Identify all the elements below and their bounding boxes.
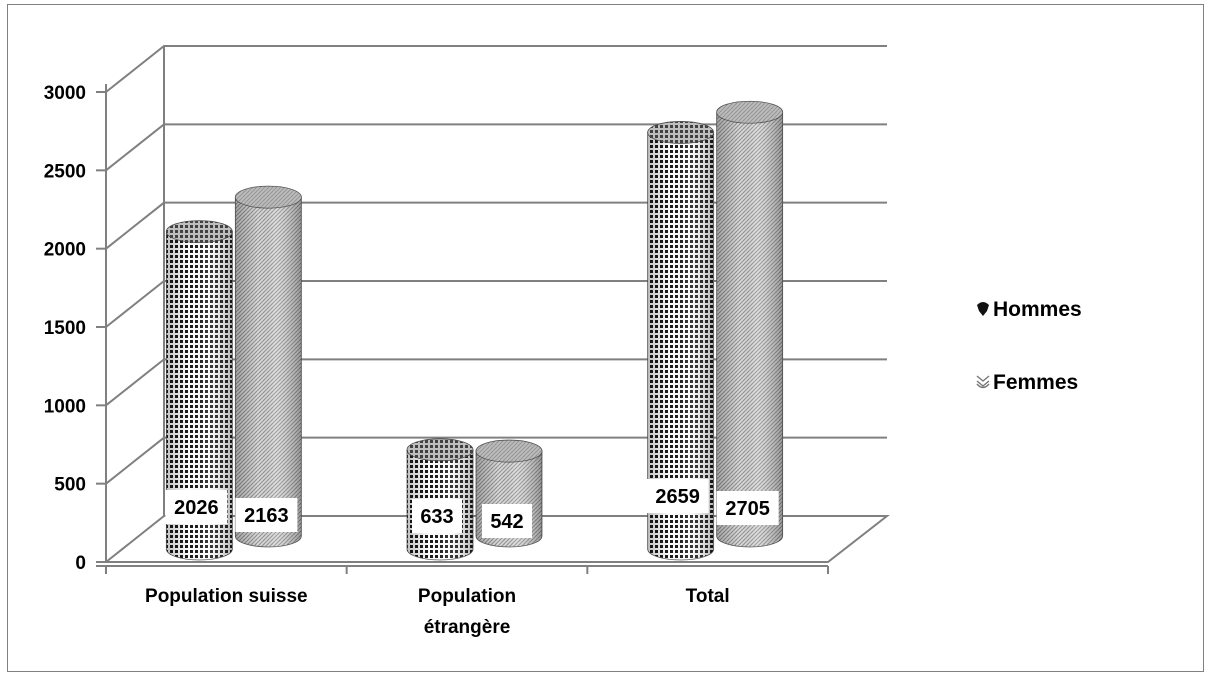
- data-label-bg-femmes-population-etrangere: [482, 504, 532, 538]
- bar-top-femmes-total: [716, 100, 784, 124]
- category-label-population-suisse: Population suisse: [145, 586, 308, 607]
- gridline-2000: [105, 201, 887, 250]
- data-label-hommes-total: 2659: [655, 486, 700, 508]
- axes: 0 500 1000 1500 2000 2500 3000 Population suiss…: [44, 83, 829, 638]
- chart-frame: [7, 4, 1204, 672]
- y-tick-label-2500: 2500: [44, 161, 86, 182]
- bar-top-shade-femmes-population-suisse: [235, 186, 302, 209]
- y-tick-label-1000: 1000: [44, 396, 86, 417]
- gridline-1000: [105, 358, 887, 407]
- data-label-bg-femmes-population-suisse: [235, 498, 298, 532]
- bar-top-shade-femmes-population-etrangere: [476, 440, 542, 463]
- data-label-bg-femmes-total: [716, 491, 779, 525]
- category-label-population-etrangere: Population étrangère: [418, 586, 516, 638]
- legend-marker-hommes: [977, 302, 989, 316]
- y-tick-label-3000: 3000: [44, 83, 86, 104]
- y-tick-label-2000: 2000: [44, 240, 86, 261]
- legend-label-hommes: Hommes: [993, 298, 1082, 321]
- data-label-hommes-population-etrangere: 633: [420, 506, 453, 528]
- data-label-hommes-population-suisse: 2026: [174, 497, 219, 519]
- y-tick-label-1500: 1500: [44, 318, 86, 339]
- legend-marker-femmes: [976, 375, 990, 389]
- data-label-femmes-total: 2705: [725, 498, 770, 520]
- gridline-500: [105, 436, 887, 485]
- bar-top-shade-hommes-population-suisse: [166, 220, 233, 243]
- legend-item-femmes: Femmes: [976, 371, 1078, 394]
- data-label-bg-hommes-total: [646, 479, 709, 513]
- bar-hommes-total: [647, 121, 715, 561]
- bar-top-shade-femmes-total: [716, 101, 783, 124]
- bar-top-hommes-population-etrangere: [406, 438, 474, 462]
- data-label-femmes-population-suisse: 2163: [244, 505, 289, 527]
- data-labels: 2026 2163 633 542 2659 2705: [165, 479, 779, 538]
- bar-hommes-population-suisse: [165, 220, 233, 561]
- category-label-total: Total: [686, 586, 730, 607]
- y-tick-label-500: 500: [54, 475, 86, 496]
- bar-shade-femmes-total: [716, 112, 783, 548]
- data-label-bg-hommes-population-etrangere: [412, 499, 462, 533]
- gridline-1500: [105, 280, 887, 328]
- bar-top-femmes-population-etrangere: [475, 439, 543, 463]
- data-label-bg-hommes-population-suisse: [165, 490, 228, 524]
- legend: Hommes Femmes: [976, 298, 1082, 394]
- bar-shade-hommes-total: [647, 132, 714, 560]
- bar-shade-hommes-population-suisse: [166, 231, 233, 561]
- bar-top-femmes-population-suisse: [234, 185, 302, 209]
- bar-shade-femmes-population-suisse: [235, 197, 302, 547]
- legend-item-hommes: Hommes: [977, 298, 1082, 321]
- chart-floor: [103, 515, 890, 563]
- bar-top-shade-hommes-total: [647, 121, 714, 144]
- bar-femmes-population-suisse: [234, 185, 302, 548]
- bar-top-hommes-population-suisse: [165, 220, 233, 243]
- bar-femmes-total: [716, 100, 784, 548]
- data-label-femmes-population-etrangere: 542: [490, 511, 523, 533]
- bar-top-shade-hommes-population-etrangere: [407, 438, 473, 461]
- grid-lines: [103, 45, 890, 563]
- gridline-3000: [105, 45, 887, 93]
- legend-label-femmes: Femmes: [993, 371, 1078, 394]
- y-tick-label-0: 0: [75, 553, 86, 574]
- gridline-2500: [105, 123, 887, 172]
- bar-top-hommes-total: [647, 121, 715, 144]
